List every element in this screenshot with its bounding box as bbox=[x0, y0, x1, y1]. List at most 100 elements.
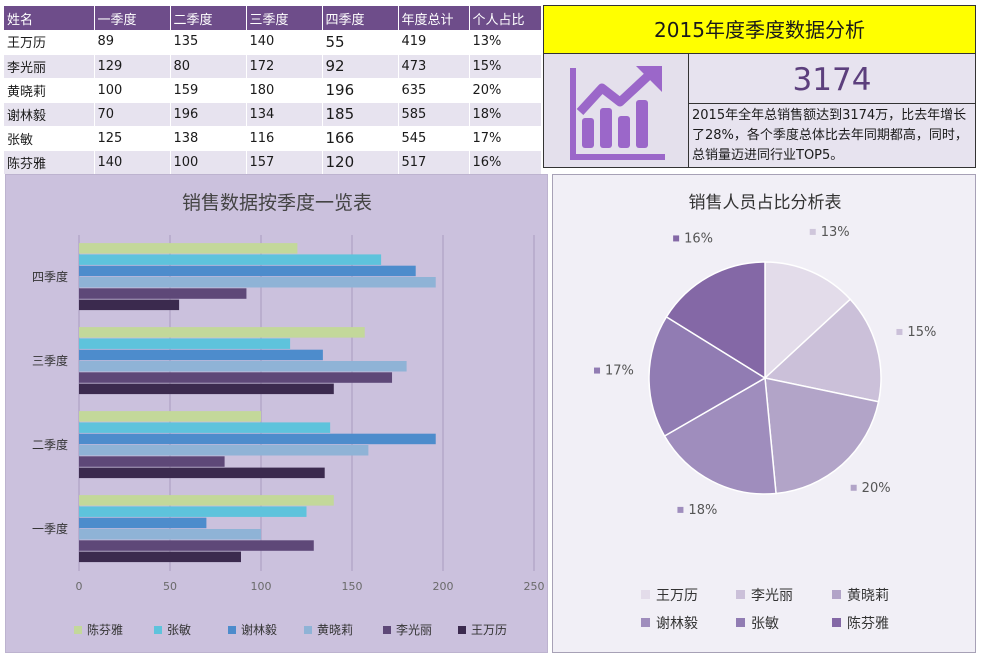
bar-李光丽-二季度[interactable] bbox=[79, 456, 225, 467]
cell-name[interactable]: 陈芬雅 bbox=[4, 150, 95, 175]
summary-total-value[interactable]: 3174 bbox=[689, 54, 975, 104]
cell-name[interactable]: 王万历 bbox=[4, 30, 95, 55]
summary-title[interactable]: 2015年度季度数据分析 bbox=[544, 6, 975, 54]
bar-王万历-一季度[interactable] bbox=[79, 551, 241, 563]
bar-category-label: 四季度 bbox=[32, 269, 68, 284]
cell-q1[interactable]: 89 bbox=[94, 30, 171, 55]
cell-q3[interactable]: 134 bbox=[246, 102, 323, 127]
cell-total[interactable]: 635 bbox=[398, 78, 470, 103]
bar-谢林毅-三季度[interactable] bbox=[79, 349, 323, 361]
cell-q2[interactable]: 100 bbox=[170, 150, 247, 175]
cell-share[interactable]: 16% bbox=[469, 150, 542, 175]
pie-slice-王万历[interactable] bbox=[764, 261, 852, 380]
bar-李光丽-一季度[interactable] bbox=[79, 540, 314, 551]
cell-q2[interactable]: 196 bbox=[170, 102, 247, 127]
bar-黄晓莉-一季度[interactable] bbox=[79, 529, 261, 540]
pie-legend-label[interactable]: 王万历 bbox=[656, 588, 698, 604]
header-name[interactable]: 姓名 bbox=[4, 6, 95, 30]
cell-total[interactable]: 545 bbox=[398, 126, 470, 151]
bar-王万历-三季度[interactable] bbox=[79, 383, 334, 395]
cell-name[interactable]: 黄晓莉 bbox=[4, 78, 95, 103]
header-share[interactable]: 个人占比 bbox=[469, 6, 542, 30]
cell-q1[interactable]: 129 bbox=[94, 54, 171, 79]
cell-q1[interactable]: 125 bbox=[94, 126, 171, 151]
bar-谢林毅-四季度[interactable] bbox=[79, 265, 416, 277]
bar-王万历-四季度[interactable] bbox=[79, 299, 180, 311]
cell-name[interactable]: 张敏 bbox=[4, 126, 95, 151]
bar-陈芬雅-一季度[interactable] bbox=[79, 495, 334, 506]
cell-name[interactable]: 谢林毅 bbox=[4, 102, 95, 127]
bar-legend-label[interactable]: 王万历 bbox=[471, 623, 507, 637]
bar-张敏-四季度[interactable] bbox=[79, 254, 382, 265]
bar-李光丽-四季度[interactable] bbox=[79, 288, 247, 299]
pie-legend-label[interactable]: 李光丽 bbox=[751, 588, 793, 604]
bar-legend-label[interactable]: 陈芬雅 bbox=[87, 622, 123, 637]
bar-陈芬雅-四季度[interactable] bbox=[79, 243, 298, 254]
cell-q3[interactable]: 116 bbox=[246, 126, 323, 151]
cell-q1[interactable]: 70 bbox=[94, 102, 171, 127]
cell-q1[interactable]: 140 bbox=[94, 150, 171, 175]
pie-legend-label[interactable]: 陈芬雅 bbox=[847, 615, 889, 632]
cell-q4[interactable]: 120 bbox=[322, 150, 399, 175]
pie-legend-label[interactable]: 谢林毅 bbox=[656, 615, 698, 632]
bar-legend-label[interactable]: 黄晓莉 bbox=[317, 623, 353, 637]
header-q4[interactable]: 四季度 bbox=[322, 6, 399, 30]
pie-chart-panel[interactable]: 销售人员占比分析表 13% 15% 20% 18% 17% 16% 王万历 李光丽 黄晓莉 谢林毅… bbox=[552, 174, 976, 653]
pie-slice-李光丽[interactable] bbox=[763, 298, 882, 403]
pie-slice-谢林毅[interactable] bbox=[663, 376, 777, 495]
cell-q3[interactable]: 172 bbox=[246, 54, 323, 79]
cell-share[interactable]: 18% bbox=[469, 102, 542, 127]
bar-x-tick-label: 100 bbox=[251, 580, 272, 593]
cell-q3[interactable]: 180 bbox=[246, 78, 323, 103]
header-q3[interactable]: 三季度 bbox=[246, 6, 323, 30]
cell-q4[interactable]: 185 bbox=[322, 102, 399, 127]
cell-q4[interactable]: 55 bbox=[322, 30, 399, 55]
cell-share[interactable]: 20% bbox=[469, 78, 542, 103]
summary-description[interactable]: 2015年全年总销售额达到3174万，比去年增长了28%，各个季度总体比去年同期… bbox=[692, 108, 968, 163]
bar-legend-label[interactable]: 李光丽 bbox=[396, 622, 432, 637]
bar-黄晓莉-四季度[interactable] bbox=[79, 277, 436, 288]
pie-slice-陈芬雅[interactable] bbox=[665, 261, 766, 380]
cell-total[interactable]: 585 bbox=[398, 102, 470, 127]
cell-q3[interactable]: 140 bbox=[246, 30, 323, 55]
bar-张敏-一季度[interactable] bbox=[79, 506, 307, 517]
header-q1[interactable]: 一季度 bbox=[94, 6, 171, 30]
bar-谢林毅-二季度[interactable] bbox=[79, 433, 436, 445]
pie-legend-label[interactable]: 黄晓莉 bbox=[847, 587, 889, 604]
bar-legend-label[interactable]: 张敏 bbox=[167, 622, 191, 637]
cell-q2[interactable]: 138 bbox=[170, 126, 247, 151]
bar-陈芬雅-三季度[interactable] bbox=[79, 327, 365, 338]
cell-q4[interactable]: 166 bbox=[322, 126, 399, 151]
bar-陈芬雅-二季度[interactable] bbox=[79, 411, 261, 422]
cell-share[interactable]: 13% bbox=[469, 30, 542, 55]
bar-x-tick-label: 50 bbox=[163, 580, 177, 593]
bar-黄晓莉-三季度[interactable] bbox=[79, 361, 407, 372]
cell-q2[interactable]: 135 bbox=[170, 30, 247, 55]
cell-q4[interactable]: 92 bbox=[322, 54, 399, 79]
header-total[interactable]: 年度总计 bbox=[398, 6, 470, 30]
cell-total[interactable]: 473 bbox=[398, 54, 470, 79]
bar-王万历-二季度[interactable] bbox=[79, 467, 325, 479]
cell-share[interactable]: 15% bbox=[469, 54, 542, 79]
pie-slice-黄晓莉[interactable] bbox=[764, 377, 880, 495]
bar-李光丽-三季度[interactable] bbox=[79, 372, 393, 383]
cell-q4[interactable]: 196 bbox=[322, 78, 399, 103]
cell-total[interactable]: 419 bbox=[398, 30, 470, 55]
header-q2[interactable]: 二季度 bbox=[170, 6, 247, 30]
pie-slice-张敏[interactable] bbox=[648, 315, 767, 438]
cell-q2[interactable]: 159 bbox=[170, 78, 247, 103]
table-row: 张敏 125 138 116 166 545 17% bbox=[4, 126, 542, 151]
cell-q3[interactable]: 157 bbox=[246, 150, 323, 175]
pie-legend-label[interactable]: 张敏 bbox=[751, 616, 779, 632]
cell-q2[interactable]: 80 bbox=[170, 54, 247, 79]
bar-黄晓莉-二季度[interactable] bbox=[79, 445, 369, 456]
cell-share[interactable]: 17% bbox=[469, 126, 542, 151]
bar-张敏-三季度[interactable] bbox=[79, 338, 291, 349]
bar-张敏-二季度[interactable] bbox=[79, 422, 331, 433]
bar-谢林毅-一季度[interactable] bbox=[79, 517, 207, 529]
bar-chart-panel[interactable]: 销售数据按季度一览表 0 50 100 150 200 250 一季度 二季度 三季度 四季度 陈芬… bbox=[5, 174, 548, 653]
cell-q1[interactable]: 100 bbox=[94, 78, 171, 103]
bar-legend-label[interactable]: 谢林毅 bbox=[241, 622, 277, 637]
cell-total[interactable]: 517 bbox=[398, 150, 470, 175]
cell-name[interactable]: 李光丽 bbox=[4, 54, 95, 79]
